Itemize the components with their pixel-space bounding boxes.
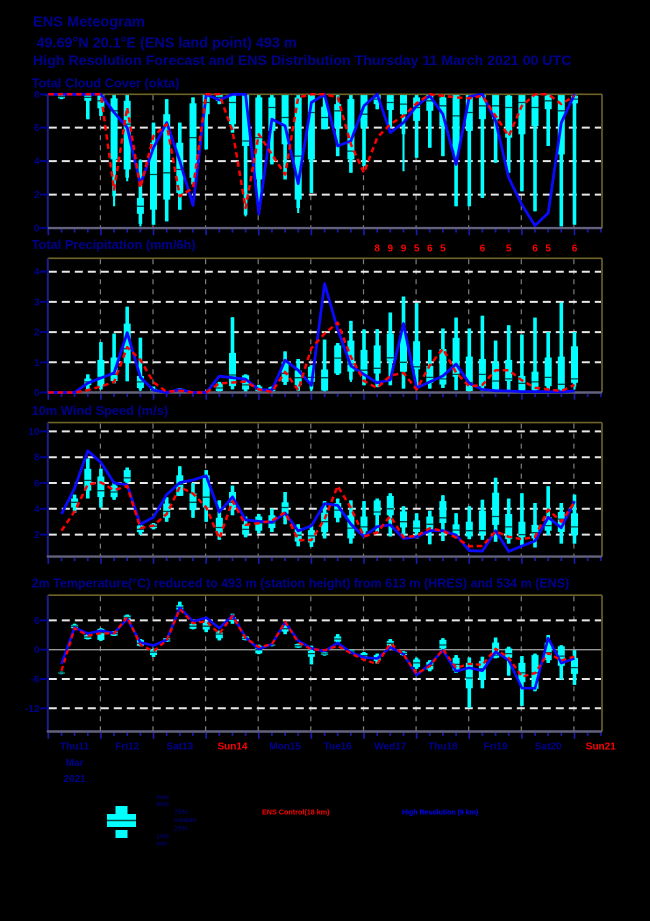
svg-text:25%: 25%: [174, 826, 188, 833]
svg-text:8: 8: [34, 90, 40, 101]
svg-text:9: 9: [401, 244, 407, 255]
svg-text:6: 6: [34, 479, 40, 490]
svg-text:10%: 10%: [156, 834, 170, 841]
svg-text:0: 0: [34, 645, 40, 656]
svg-text:5: 5: [414, 244, 420, 255]
svg-text:High Resolution (9 km): High Resolution (9 km): [402, 810, 478, 817]
svg-text:3: 3: [34, 297, 40, 308]
svg-text:75%: 75%: [174, 809, 188, 816]
svg-text:6: 6: [34, 123, 40, 134]
svg-text:90%: 90%: [156, 802, 170, 809]
svg-text:1: 1: [34, 358, 40, 369]
svg-text:5: 5: [506, 244, 512, 255]
svg-text:Sun21: Sun21: [586, 742, 616, 753]
svg-text:6: 6: [572, 244, 578, 255]
svg-text:49.69°N 20.1°E (ENS land point: 49.69°N 20.1°E (ENS land point) 493 m: [37, 36, 297, 52]
svg-text:6: 6: [427, 244, 433, 255]
svg-text:Fri12: Fri12: [115, 742, 139, 753]
svg-text:2: 2: [34, 328, 40, 339]
svg-text:Mon15: Mon15: [269, 742, 301, 753]
svg-text:8: 8: [374, 244, 380, 255]
svg-text:10: 10: [28, 427, 40, 438]
svg-text:6: 6: [480, 244, 486, 255]
svg-text:5: 5: [440, 244, 446, 255]
svg-text:6: 6: [34, 616, 40, 627]
svg-text:10m Wind Speed (m/s): 10m Wind Speed (m/s): [32, 403, 168, 418]
svg-text:2m Temperature(°C) reduced to: 2m Temperature(°C) reduced to 493 m (sta…: [32, 577, 570, 591]
svg-text:-6: -6: [31, 675, 40, 686]
svg-text:Sat20: Sat20: [535, 742, 562, 753]
svg-text:max: max: [156, 794, 169, 801]
svg-text:High Resolution Forecast and E: High Resolution Forecast and ENS Distrib…: [33, 53, 571, 69]
svg-text:Thu18: Thu18: [428, 742, 458, 753]
svg-text:Tue16: Tue16: [324, 742, 353, 753]
svg-text:2021: 2021: [63, 774, 86, 785]
svg-text:ENS Meteogram: ENS Meteogram: [33, 15, 145, 31]
svg-text:4: 4: [34, 267, 40, 278]
svg-text:4: 4: [34, 157, 40, 168]
svg-text:4: 4: [34, 504, 40, 515]
svg-text:Fri19: Fri19: [484, 742, 508, 753]
svg-text:2: 2: [34, 190, 40, 201]
svg-text:0: 0: [34, 224, 40, 235]
svg-text:median: median: [174, 817, 197, 824]
svg-text:min: min: [156, 841, 167, 848]
svg-text:6: 6: [532, 244, 538, 255]
svg-text:Wed17: Wed17: [374, 742, 406, 753]
svg-text:0: 0: [34, 388, 40, 399]
svg-text:ENS Control(18 km): ENS Control(18 km): [262, 808, 330, 817]
svg-text:Total Cloud Cover (okta): Total Cloud Cover (okta): [32, 76, 180, 91]
svg-text:Sat13: Sat13: [166, 742, 193, 753]
svg-text:Sun14: Sun14: [217, 742, 247, 753]
svg-text:8: 8: [34, 453, 40, 464]
svg-text:Total Precipitation (mm/6h): Total Precipitation (mm/6h): [32, 237, 196, 252]
svg-text:9: 9: [388, 244, 394, 255]
svg-text:5: 5: [545, 244, 551, 255]
svg-text:-12: -12: [25, 704, 40, 715]
svg-text:Thu11: Thu11: [60, 742, 89, 753]
svg-text:2: 2: [34, 530, 40, 541]
svg-text:Mar: Mar: [66, 758, 84, 769]
